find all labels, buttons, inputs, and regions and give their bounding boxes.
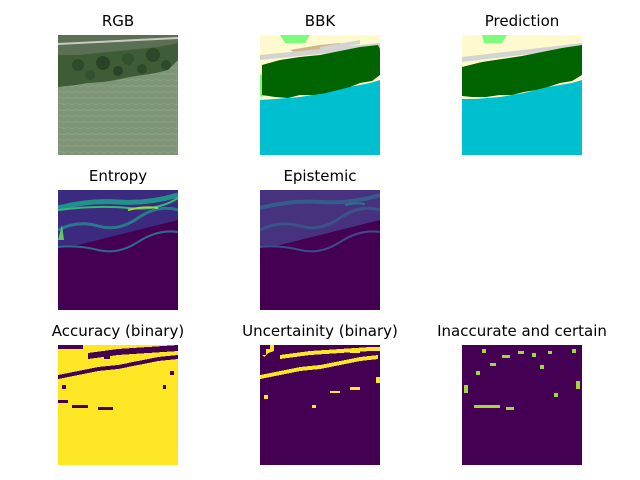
panel-title-rgb: RGB xyxy=(101,12,135,30)
bbk-map xyxy=(260,35,380,155)
panel-title-prediction: Prediction xyxy=(484,12,560,30)
entropy-map xyxy=(58,190,178,310)
uncertainty-map xyxy=(260,345,380,465)
panel-title-entropy: Entropy xyxy=(88,167,148,185)
prediction-map xyxy=(462,35,582,155)
accuracy-map xyxy=(58,345,178,465)
panel-title-bbk: BBK xyxy=(304,12,336,30)
epistemic-map xyxy=(260,190,380,310)
panel-title-inaccurate: Inaccurate and certain xyxy=(437,322,607,340)
rgb-image xyxy=(58,35,178,155)
panel-title-accuracy: Accuracy (binary) xyxy=(51,322,185,340)
inaccurate-certain-map xyxy=(462,345,582,465)
panel-title-uncertainty: Uncertainity (binary) xyxy=(242,322,398,340)
panel-title-epistemic: Epistemic xyxy=(283,167,357,185)
